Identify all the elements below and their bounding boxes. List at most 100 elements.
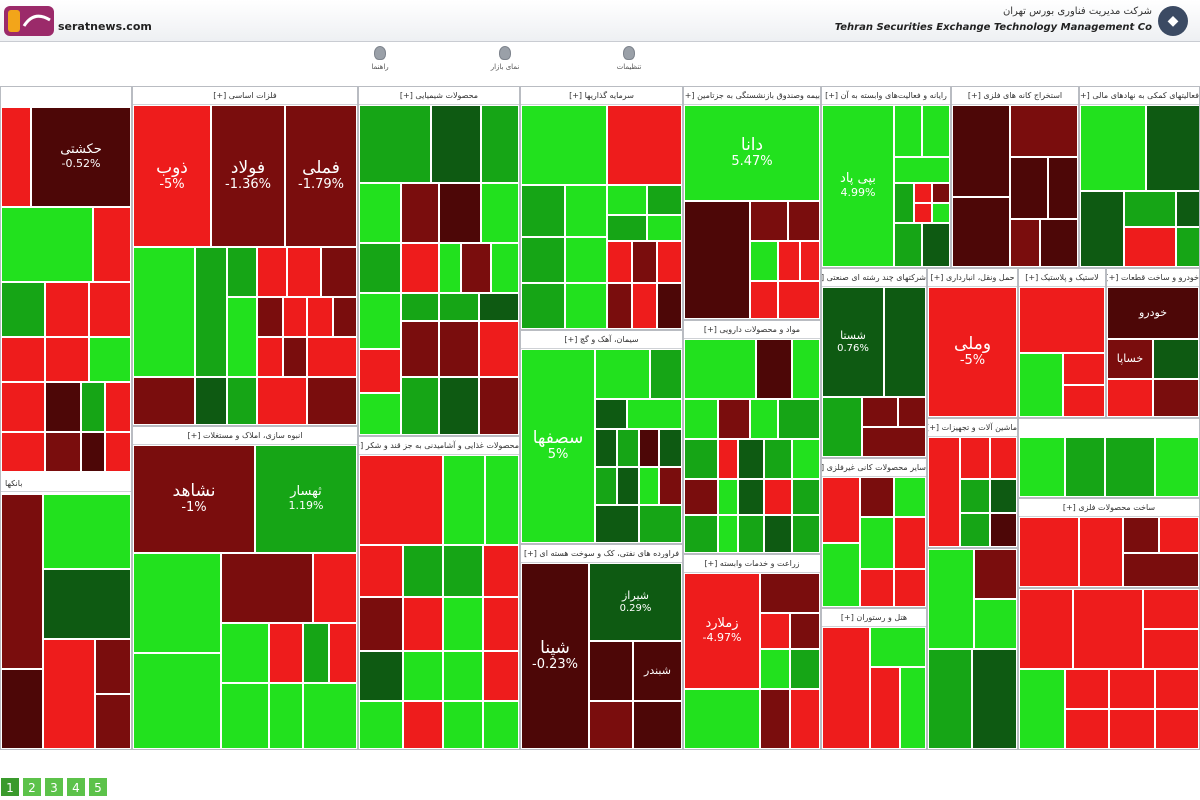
tile[interactable] bbox=[359, 701, 403, 749]
tile[interactable] bbox=[974, 549, 1017, 599]
tile[interactable] bbox=[93, 207, 131, 282]
tile[interactable] bbox=[657, 241, 682, 283]
tile[interactable] bbox=[481, 105, 519, 183]
tile[interactable] bbox=[760, 689, 790, 749]
tile[interactable] bbox=[684, 399, 718, 439]
tile[interactable] bbox=[257, 337, 283, 377]
nav-settings[interactable]: تنظیمات bbox=[594, 46, 664, 71]
tile[interactable] bbox=[1010, 105, 1078, 157]
tile[interactable] bbox=[439, 377, 479, 435]
tile[interactable] bbox=[483, 701, 519, 749]
tile[interactable] bbox=[894, 105, 922, 157]
tile[interactable] bbox=[479, 377, 519, 435]
tile[interactable] bbox=[764, 515, 792, 553]
tile[interactable] bbox=[401, 243, 439, 293]
tile[interactable] bbox=[684, 339, 756, 399]
tile[interactable] bbox=[303, 623, 329, 683]
tile[interactable] bbox=[431, 105, 481, 183]
tile[interactable] bbox=[1019, 669, 1065, 749]
tile[interactable] bbox=[403, 545, 443, 597]
group-title[interactable]: حمل ونقل، انبارداری [+] bbox=[928, 269, 1017, 287]
tile[interactable] bbox=[43, 494, 131, 569]
tile[interactable] bbox=[1063, 353, 1105, 385]
group-title[interactable]: فعالیتهای کمکی به نهادهای مالی [+] bbox=[1080, 87, 1199, 105]
tile[interactable] bbox=[632, 283, 657, 329]
page-button-3[interactable]: 3 bbox=[44, 777, 64, 797]
tile[interactable] bbox=[443, 651, 483, 701]
tile[interactable] bbox=[822, 543, 860, 607]
tile[interactable] bbox=[403, 651, 443, 701]
tile[interactable]: شپنا -0.23% bbox=[521, 563, 589, 749]
tile[interactable] bbox=[1019, 517, 1079, 587]
tile[interactable] bbox=[764, 479, 792, 515]
tile[interactable] bbox=[227, 247, 257, 297]
tile[interactable] bbox=[1, 432, 45, 472]
tile[interactable] bbox=[684, 439, 718, 479]
tile[interactable] bbox=[565, 237, 607, 283]
tile[interactable] bbox=[639, 467, 659, 505]
tile[interactable] bbox=[1, 337, 45, 382]
tile[interactable] bbox=[972, 649, 1017, 749]
tile[interactable] bbox=[790, 613, 820, 649]
tile[interactable] bbox=[718, 399, 750, 439]
tile[interactable] bbox=[401, 293, 439, 321]
tile[interactable] bbox=[607, 241, 632, 283]
group-title[interactable]: ساخت محصولات فلزی [+] bbox=[1019, 499, 1199, 517]
tile[interactable] bbox=[639, 429, 659, 467]
tile[interactable] bbox=[952, 105, 1010, 197]
tile[interactable] bbox=[1124, 191, 1176, 227]
tile[interactable] bbox=[750, 201, 788, 241]
tile[interactable] bbox=[607, 283, 632, 329]
tile[interactable] bbox=[1065, 709, 1109, 749]
tile[interactable] bbox=[521, 283, 565, 329]
tile[interactable] bbox=[718, 515, 738, 553]
group-title[interactable]: هتل و رستوران [+] bbox=[822, 609, 926, 627]
tile[interactable] bbox=[1, 382, 45, 432]
tile[interactable] bbox=[607, 105, 682, 185]
tile[interactable] bbox=[778, 399, 820, 439]
group-title[interactable]: ماشین آلات و تجهیزات [+] bbox=[928, 419, 1017, 437]
tile[interactable] bbox=[1105, 437, 1155, 497]
tile[interactable] bbox=[1, 669, 43, 749]
group-title[interactable]: محصولات شیمیایی [+] bbox=[359, 87, 519, 105]
tile[interactable] bbox=[359, 545, 403, 597]
tile[interactable]: شستا 0.76% bbox=[822, 287, 884, 397]
tile[interactable] bbox=[1080, 105, 1146, 191]
tile[interactable] bbox=[1079, 517, 1123, 587]
tile[interactable] bbox=[443, 701, 483, 749]
tile[interactable] bbox=[221, 553, 313, 623]
tile[interactable] bbox=[359, 183, 401, 243]
tile[interactable] bbox=[894, 569, 926, 607]
tile[interactable] bbox=[760, 613, 790, 649]
tile[interactable] bbox=[650, 349, 682, 399]
tile[interactable] bbox=[928, 549, 974, 649]
group-title[interactable]: سرمایه گذاریها [+] bbox=[521, 87, 682, 105]
tile[interactable] bbox=[862, 427, 926, 457]
tile[interactable] bbox=[738, 515, 764, 553]
tile[interactable] bbox=[1176, 191, 1199, 227]
group-title[interactable]: لاستیک و پلاستیک [+] bbox=[1019, 269, 1105, 287]
tile[interactable] bbox=[894, 223, 922, 267]
tile[interactable] bbox=[952, 197, 1010, 267]
tile[interactable] bbox=[870, 667, 900, 749]
tile[interactable] bbox=[990, 437, 1017, 479]
tile[interactable] bbox=[359, 105, 431, 183]
tile[interactable] bbox=[329, 623, 357, 683]
tile[interactable] bbox=[960, 437, 990, 479]
group-title[interactable]: بانکها bbox=[1, 475, 131, 492]
tile[interactable] bbox=[589, 701, 633, 749]
tile[interactable] bbox=[565, 283, 607, 329]
tile[interactable] bbox=[1143, 589, 1199, 629]
tile[interactable] bbox=[870, 627, 926, 667]
nav-market-view[interactable]: نمای بازار bbox=[470, 46, 540, 71]
tile[interactable] bbox=[257, 247, 287, 297]
tile[interactable] bbox=[81, 432, 105, 472]
tile[interactable] bbox=[589, 641, 633, 701]
tile[interactable] bbox=[269, 683, 303, 749]
tile[interactable] bbox=[461, 243, 491, 293]
tile[interactable] bbox=[884, 287, 926, 397]
tile[interactable] bbox=[89, 282, 131, 337]
group-title[interactable]: زراعت و خدمات وابسته [+] bbox=[684, 555, 820, 573]
group-title[interactable]: بیمه وصندوق بازنشستگی به جزتامین [+] bbox=[684, 87, 820, 105]
tile[interactable]: نشاهد -1% bbox=[133, 445, 255, 553]
